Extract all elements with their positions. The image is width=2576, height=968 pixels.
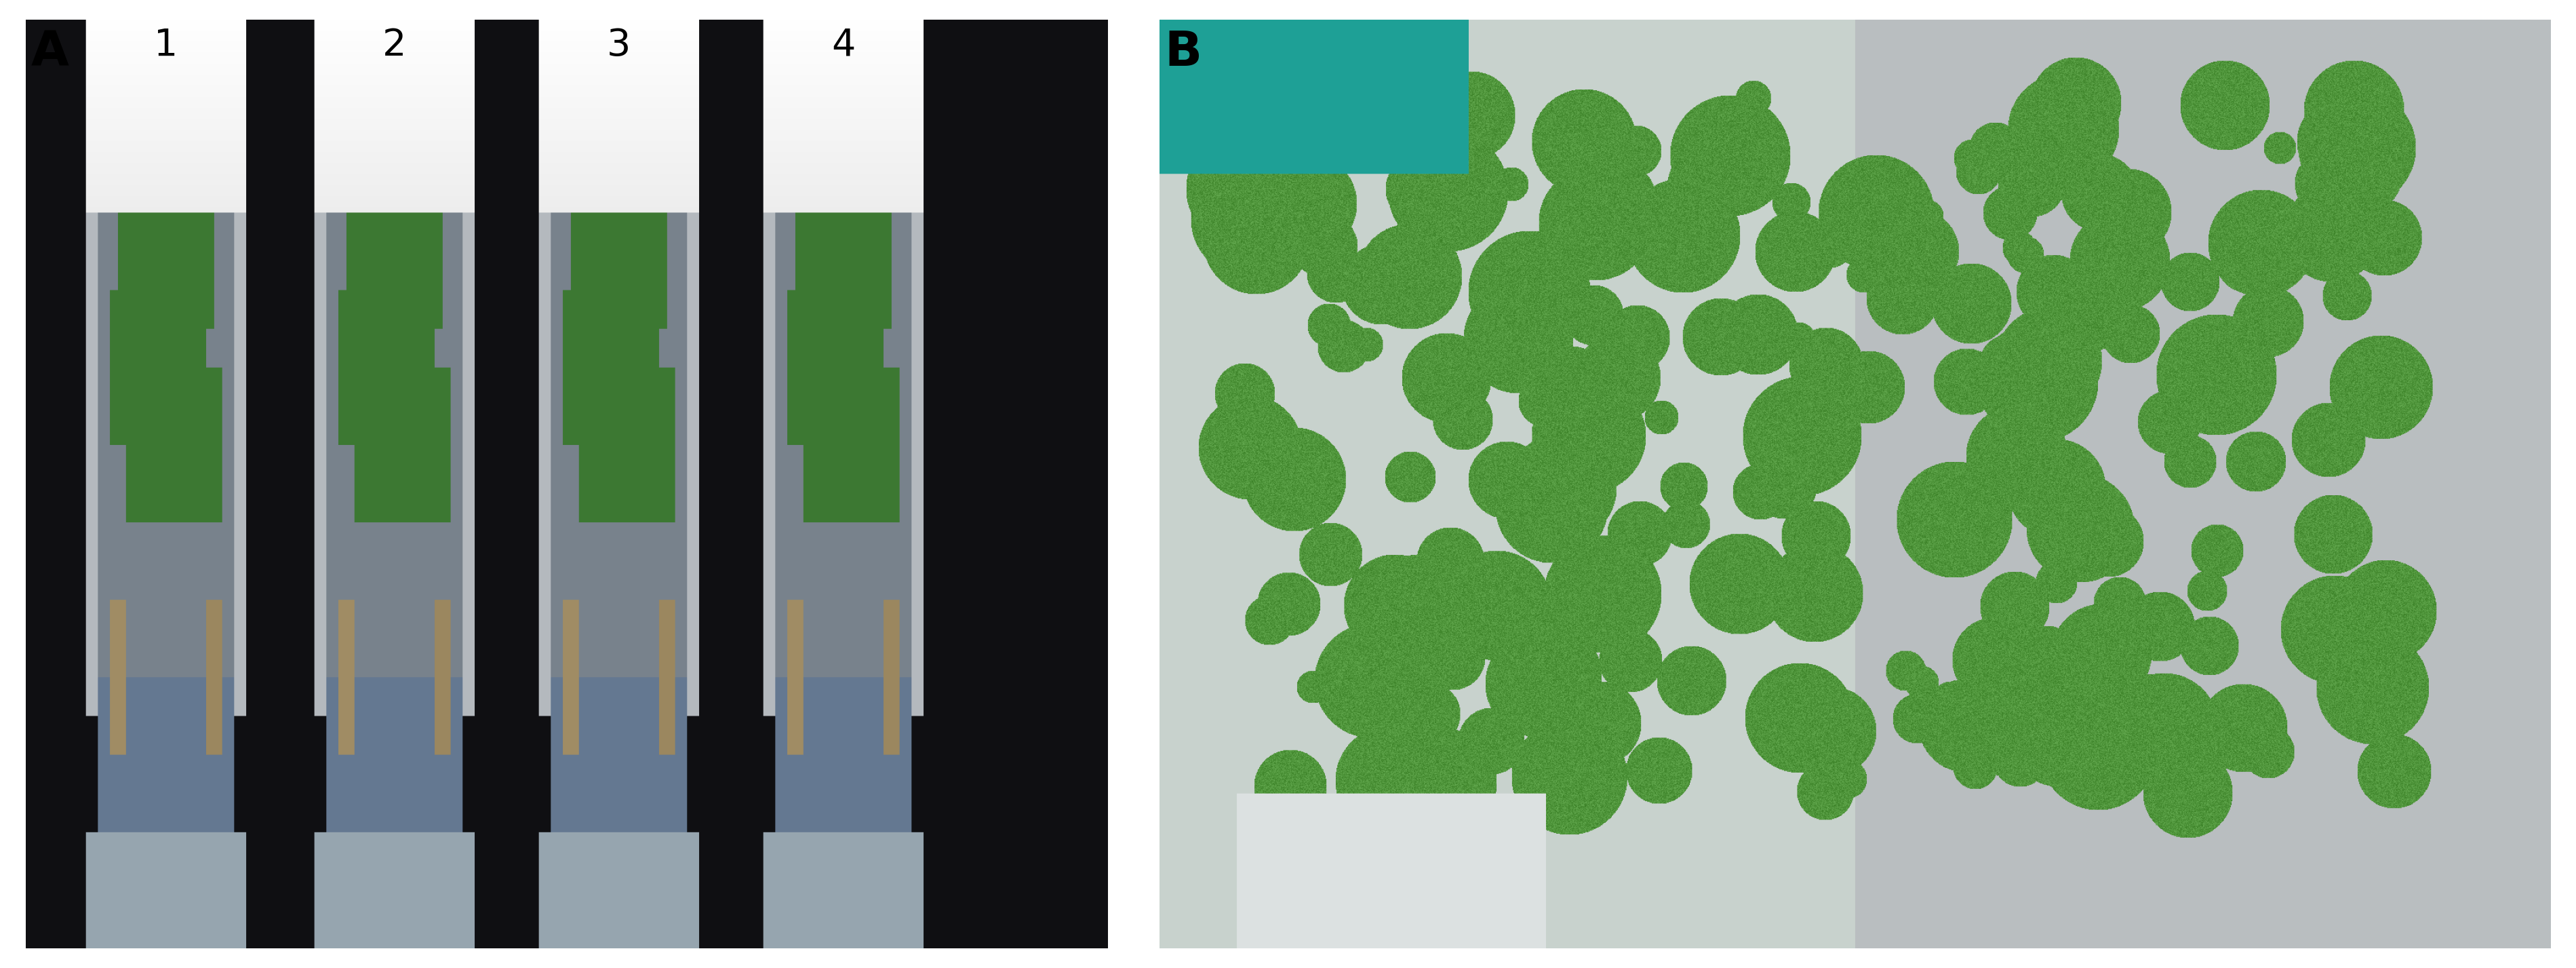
Text: 2: 2 [381, 27, 407, 64]
Text: 3: 3 [608, 27, 631, 64]
Text: 1: 1 [155, 27, 178, 64]
Text: A: A [31, 29, 70, 76]
Text: B: B [1164, 29, 1203, 76]
Text: 4: 4 [832, 27, 855, 64]
